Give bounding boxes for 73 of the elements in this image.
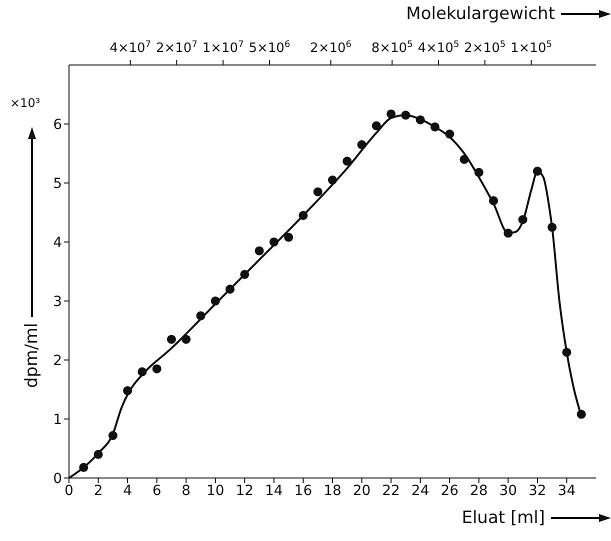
y-tick-label: 2: [53, 352, 62, 369]
point: [196, 311, 206, 320]
point: [504, 228, 513, 238]
point: [138, 367, 147, 376]
x-tick-label: 18: [324, 482, 342, 499]
x-tick-label: 28: [470, 482, 488, 499]
point: [226, 284, 235, 294]
x-tick-label: 2: [94, 482, 103, 499]
point: [532, 166, 542, 176]
x-tick-label: 10: [206, 482, 224, 499]
point: [357, 140, 366, 150]
point: [123, 386, 132, 396]
point: [372, 121, 381, 130]
point: [152, 364, 162, 374]
point: [79, 462, 88, 472]
x-axis-title: Eluat [ml]: [462, 508, 545, 528]
point: [210, 296, 220, 306]
x2-tick-label: 2×10$^{7}$: [156, 40, 198, 56]
x-tick-label: 20: [352, 482, 371, 499]
text: ×10³: [10, 96, 40, 110]
x2-tick-label: 1×10$^{7}$: [202, 40, 244, 56]
y-tick-label: 3: [53, 294, 62, 310]
y-tick-label: 6: [53, 116, 62, 133]
point: [254, 246, 264, 256]
x-tick-label: 24: [411, 482, 430, 499]
y-tick-label: 1: [53, 412, 62, 428]
x-tick-label: 14: [265, 482, 283, 499]
x2-tick-label: 2×10$^{6}$: [310, 40, 352, 56]
y-tick-label: 5: [53, 176, 62, 192]
y-tick-label: 4: [53, 234, 62, 251]
x-tick-label: 16: [294, 482, 312, 499]
x-tick-label: 12: [236, 482, 254, 499]
x-tick-label: 22: [382, 482, 400, 499]
x-tick-label: 6: [152, 482, 162, 499]
x-tick-label: 26: [440, 482, 459, 499]
point: [416, 115, 425, 124]
x-tick-label: 30: [499, 482, 518, 499]
point: [548, 222, 557, 232]
x2-tick-label: 2×10$^{5}$: [464, 40, 506, 56]
x-tick-label: 34: [558, 482, 576, 499]
point: [182, 334, 191, 344]
point: [298, 210, 308, 220]
x-tick-label: 0: [64, 482, 74, 499]
point: [108, 431, 118, 440]
y-axis-title: dpm/ml: [22, 322, 42, 388]
point: [284, 232, 294, 242]
point: [562, 348, 572, 357]
point: [518, 215, 528, 224]
point: [489, 196, 498, 206]
point: [313, 187, 322, 196]
point: [474, 168, 484, 177]
y-tick-label: 0: [53, 470, 62, 487]
point: [94, 450, 103, 459]
x2-tick-label: 4×10$^{7}$: [110, 40, 152, 56]
point: [342, 156, 352, 166]
x2-tick-label: 4×10$^{5}$: [418, 40, 460, 56]
x2-tick-label: 1×10$^{5}$: [510, 40, 552, 56]
point: [328, 176, 338, 185]
x2-tick-label: 8×10$^{5}$: [371, 40, 413, 56]
point: [166, 334, 176, 344]
point: [576, 410, 586, 419]
point: [430, 122, 440, 132]
point: [240, 270, 250, 279]
point: [401, 110, 410, 120]
point: [269, 237, 278, 247]
point: [460, 154, 469, 164]
x-tick-label: 32: [528, 482, 546, 499]
x-tick-label: 8: [182, 482, 191, 499]
x2-tick-label: 5×10$^{6}$: [248, 40, 290, 56]
point: [445, 130, 454, 139]
point: [386, 109, 396, 118]
x-tick-label: 4: [123, 482, 132, 499]
x2-axis-title: Molekulargewicht: [406, 4, 555, 24]
